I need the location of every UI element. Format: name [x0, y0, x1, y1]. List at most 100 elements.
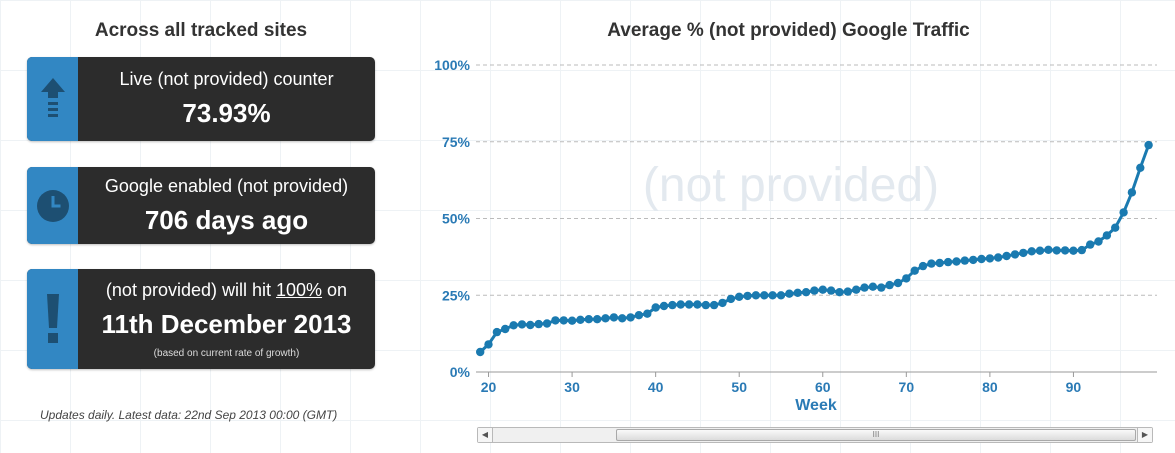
prediction-date: 11th December 2013	[101, 308, 352, 339]
data-point[interactable]	[1060, 246, 1070, 255]
data-point[interactable]	[684, 300, 694, 309]
data-point[interactable]	[843, 287, 852, 296]
data-point[interactable]	[551, 316, 560, 325]
data-point[interactable]	[735, 292, 744, 301]
data-point[interactable]	[1002, 251, 1011, 261]
data-point[interactable]	[977, 254, 986, 264]
data-point[interactable]	[726, 294, 736, 304]
data-point[interactable]	[1044, 245, 1053, 254]
data-point[interactable]	[743, 291, 752, 301]
data-point[interactable]	[835, 288, 844, 297]
data-point[interactable]	[985, 254, 995, 263]
scroll-right-button[interactable]: ▶	[1137, 428, 1152, 442]
data-point[interactable]	[927, 259, 936, 268]
data-point[interactable]	[952, 257, 961, 266]
data-point[interactable]	[668, 300, 677, 310]
data-point[interactable]	[517, 320, 527, 329]
data-point[interactable]	[877, 283, 886, 292]
google-enabled-label: Google enabled (not provided)	[104, 175, 349, 196]
data-point[interactable]	[567, 316, 577, 325]
data-point[interactable]	[760, 291, 769, 300]
data-point[interactable]	[793, 288, 802, 297]
live-counter-card: Live (not provided) counter 73.93%	[27, 57, 375, 141]
x-axis-label: Week	[795, 397, 837, 414]
y-tick-label: 25%	[442, 287, 471, 303]
data-point[interactable]	[1052, 246, 1061, 255]
data-point[interactable]	[618, 314, 627, 323]
data-point[interactable]	[902, 274, 911, 283]
data-point[interactable]	[918, 261, 928, 271]
data-point[interactable]	[1069, 246, 1078, 255]
data-point[interactable]	[1019, 248, 1028, 258]
data-point[interactable]	[1086, 240, 1095, 249]
y-tick-label: 0%	[450, 364, 471, 380]
x-tick-label: 90	[1066, 379, 1082, 395]
data-point[interactable]	[751, 291, 761, 300]
data-point[interactable]	[1102, 231, 1112, 240]
data-point[interactable]	[701, 300, 710, 310]
data-point[interactable]	[576, 315, 585, 324]
data-point[interactable]	[994, 253, 1003, 262]
data-point[interactable]	[1136, 163, 1145, 172]
hundred-percent-link[interactable]: 100%	[276, 279, 323, 300]
data-point[interactable]	[785, 289, 794, 298]
scroll-thumb[interactable]: III	[616, 429, 1136, 441]
data-point[interactable]	[943, 257, 953, 267]
data-point[interactable]	[910, 266, 919, 275]
scroll-left-button[interactable]: ◀	[478, 428, 493, 442]
data-point[interactable]	[1094, 237, 1103, 246]
data-point[interactable]	[526, 320, 535, 330]
data-point[interactable]	[1027, 247, 1036, 256]
x-tick-label: 60	[815, 379, 831, 395]
data-point[interactable]	[718, 298, 727, 308]
x-tick-label: 50	[731, 379, 747, 395]
x-tick-label: 20	[481, 379, 497, 395]
data-point[interactable]	[509, 321, 518, 330]
data-point[interactable]	[935, 258, 944, 268]
data-point[interactable]	[709, 300, 719, 310]
data-point[interactable]	[693, 300, 702, 309]
data-point[interactable]	[860, 283, 869, 292]
data-point[interactable]	[643, 309, 652, 318]
data-point[interactable]	[659, 301, 669, 311]
data-point[interactable]	[559, 316, 568, 325]
prediction-card: (not provided) will hit 100% on 11th Dec…	[27, 269, 375, 369]
data-point[interactable]	[885, 280, 894, 290]
data-point[interactable]	[960, 256, 969, 265]
data-point[interactable]	[501, 324, 510, 334]
live-counter-label: Live (not provided) counter	[119, 69, 334, 89]
data-point[interactable]	[969, 255, 978, 265]
data-point[interactable]	[1077, 245, 1086, 255]
line-chart: (not provided) 0% 25% 50% 75% 100% 20 30 40 50 60…	[434, 57, 1157, 414]
data-point[interactable]	[492, 327, 502, 337]
data-point[interactable]	[1127, 188, 1137, 197]
data-point[interactable]	[476, 347, 485, 357]
data-point[interactable]	[852, 285, 861, 294]
data-point[interactable]	[542, 319, 552, 328]
data-point[interactable]	[776, 291, 786, 300]
data-point[interactable]	[818, 285, 827, 294]
data-point[interactable]	[609, 313, 619, 322]
data-point[interactable]	[634, 311, 644, 320]
data-point[interactable]	[593, 315, 602, 324]
data-point[interactable]	[1111, 223, 1120, 232]
data-point[interactable]	[676, 300, 685, 309]
data-point[interactable]	[810, 286, 819, 295]
data-point[interactable]	[801, 288, 811, 297]
data-point[interactable]	[584, 315, 593, 324]
data-point[interactable]	[626, 313, 635, 322]
exclamation-icon	[27, 269, 78, 369]
data-point[interactable]	[826, 286, 836, 295]
data-point[interactable]	[868, 282, 878, 291]
data-point[interactable]	[768, 291, 777, 300]
data-point[interactable]	[1119, 208, 1128, 217]
chart-scrollbar[interactable]: ◀ III ▶	[477, 427, 1153, 443]
data-point[interactable]	[893, 278, 903, 288]
data-point[interactable]	[1035, 246, 1045, 255]
data-point[interactable]	[601, 314, 610, 323]
data-point[interactable]	[484, 340, 493, 349]
data-point[interactable]	[1144, 140, 1153, 150]
data-point[interactable]	[1010, 250, 1020, 259]
data-point[interactable]	[534, 319, 543, 329]
data-point[interactable]	[651, 303, 660, 312]
